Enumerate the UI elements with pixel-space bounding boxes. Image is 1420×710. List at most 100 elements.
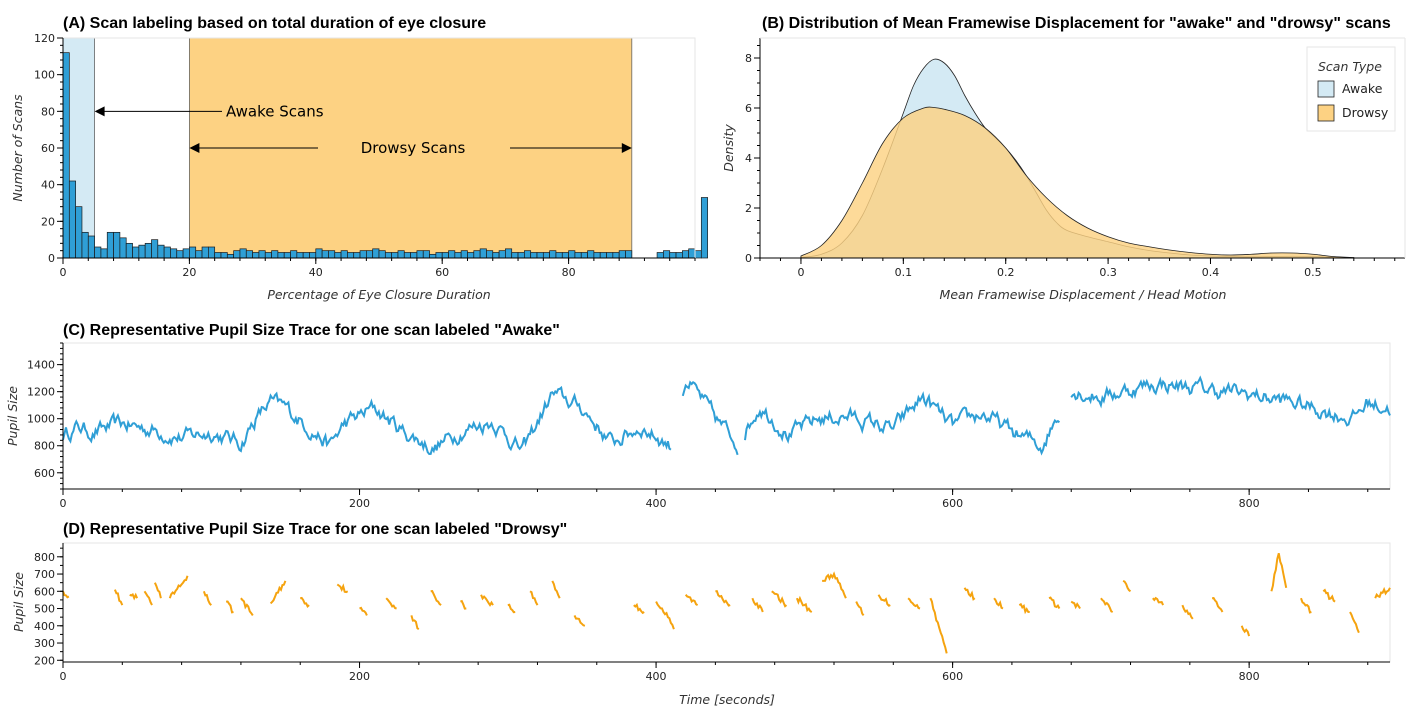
histogram-bar [252,252,260,259]
histogram-bar [290,250,298,259]
y-tick-label: 40 [41,179,55,192]
histogram-bar [239,248,247,259]
histogram-bar [460,250,468,259]
drowsy-trace-segment [129,592,139,601]
x-tick-label: 0 [60,266,67,279]
x-tick-label: 0.4 [1202,266,1220,279]
drowsy-trace-segment [907,597,921,610]
y-tick-label: 1200 [27,386,55,399]
drowsy-trace-segment [240,597,254,616]
drowsy-trace-segment [551,580,561,599]
histogram-bar [271,250,279,259]
histogram-bar [663,250,671,259]
histogram-bar [296,252,304,259]
histogram-bar [498,250,506,259]
histogram-bar [397,250,405,259]
histogram-bar [542,252,550,259]
histogram-bar [391,252,399,259]
histogram-bar [302,252,310,259]
histogram-bar [245,250,253,259]
histogram-bar [675,252,683,259]
histogram-bar [226,253,234,259]
histogram-bar [511,252,519,259]
panel-a-bars [62,52,708,259]
drowsy-trace-segment [1349,611,1360,634]
histogram-bar [277,252,285,259]
y-tick-label: 2 [745,202,752,215]
histogram-bar [151,239,159,259]
histogram-bar [505,248,513,259]
drowsy-trace-segment [359,606,368,616]
histogram-bar [549,250,557,259]
x-tick-label: 600 [942,670,963,683]
x-tick-label: 600 [942,497,963,510]
drowsy-trace-segment [1018,602,1030,615]
legend-swatch-drowsy [1317,104,1335,122]
histogram-bar [119,237,127,259]
x-tick-label: 80 [562,266,576,279]
drowsy-trace-segment [1300,597,1312,614]
histogram-bar [517,252,525,259]
x-tick-label: 800 [1239,670,1260,683]
histogram-bar [530,252,538,259]
histogram-bar [144,242,152,259]
y-tick-label: 6 [745,102,752,115]
panel-a-ylabel: Number of Scans [10,94,25,202]
histogram-bar [189,246,197,259]
histogram-bar [233,250,241,259]
panel-a: (A) Scan labeling based on total duratio… [10,15,708,302]
histogram-bar [176,250,184,259]
drowsy-arrowhead-left [189,143,200,153]
drowsy-trace-segment [226,600,234,614]
histogram-bar [372,248,380,259]
y-tick-label: 500 [34,603,55,616]
x-tick-label: 400 [646,497,667,510]
histogram-bar [157,244,165,259]
drowsy-trace-segment [507,603,516,614]
histogram-bar [599,252,607,259]
histogram-bar [682,250,690,259]
histogram-bar [486,250,494,259]
histogram-bar [441,252,449,259]
y-tick-label: 800 [34,440,55,453]
histogram-bar [688,248,696,259]
y-tick-label: 0 [48,252,55,265]
panel-b-xlabel: Mean Framewise Displacement / Head Motio… [940,287,1227,302]
histogram-bar [403,252,411,259]
drowsy-trace-segment [751,597,764,613]
panel-b-density-areas [800,58,1355,259]
x-tick-label: 0.2 [997,266,1015,279]
drowsy-trace-segment [822,571,847,599]
histogram-bar [618,250,626,259]
y-tick-label: 400 [34,620,55,633]
histogram-bar [163,246,171,259]
drowsy-trace-segment [1322,588,1336,603]
y-tick-label: 20 [41,215,55,228]
histogram-bar [182,248,190,259]
histogram-bar [422,250,430,259]
awake-arrowhead [94,106,105,117]
histogram-bar [334,252,342,259]
histogram-bar [568,250,576,259]
histogram-bar [656,252,664,259]
y-tick-label: 8 [745,52,752,65]
drowsy-trace-segment [1240,625,1251,637]
histogram-bar [113,231,121,259]
y-tick-label: 800 [34,551,55,564]
histogram-bar [138,244,146,259]
histogram-bar [435,252,443,259]
histogram-bar [340,250,348,259]
panel-d-trace [62,553,1391,654]
panel-b-legend: Scan Type Awake Drowsy [1306,46,1396,132]
histogram-bar [378,250,386,259]
drowsy-trace-segment [715,590,731,607]
density-area-drowsy [800,106,1355,259]
histogram-bar [347,252,355,259]
panel-d: (D) Representative Pupil Size Trace for … [11,521,1391,707]
legend-label-awake: Awake [1342,81,1383,96]
histogram-bar [694,250,702,259]
panel-b-ylabel: Density [721,124,736,172]
histogram-bar [283,252,291,259]
histogram-bar [328,250,336,259]
